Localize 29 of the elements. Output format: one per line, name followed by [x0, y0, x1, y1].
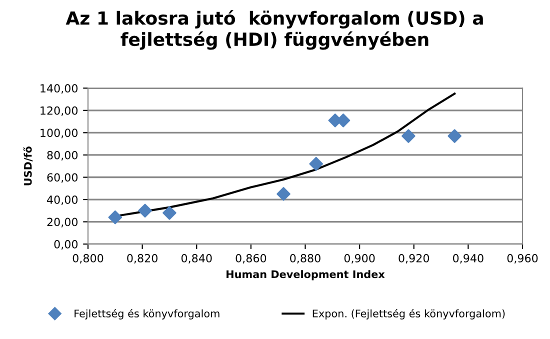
x-tick-label: 0,860 — [236, 254, 266, 264]
x-tick-label: 0,800 — [72, 254, 104, 264]
point — [108, 210, 122, 224]
y-tick-label: 0,00 — [54, 240, 78, 250]
y-tick-label: 80,00 — [47, 150, 78, 160]
x-tick-label: 0,920 — [398, 254, 430, 264]
point — [402, 129, 416, 143]
point — [162, 206, 176, 220]
x-tick-label: 0,940 — [453, 254, 484, 264]
y-tick-label: 20,00 — [47, 218, 78, 228]
legend-label: Fejlettség és könyvforgalom — [74, 308, 220, 320]
y-axis-title: USD/fő — [23, 146, 33, 186]
x-tick-label: 0,900 — [344, 254, 375, 264]
x-tick-label: 0,880 — [290, 254, 320, 264]
y-tick-label: 40,00 — [47, 196, 78, 206]
point — [138, 204, 152, 218]
y-tick-label: 60,00 — [47, 173, 78, 183]
y-tick-label: 120,00 — [40, 106, 78, 116]
x-axis-title: Human Development Index — [226, 270, 385, 280]
x-tick-label: 0,840 — [181, 254, 212, 264]
x-tick-label: 0,820 — [127, 254, 158, 264]
y-tick-label: 140,00 — [40, 84, 78, 94]
y-tick-label: 100,00 — [40, 128, 78, 138]
point — [309, 156, 324, 171]
point — [448, 129, 462, 143]
x-tick-label: 0,960 — [507, 254, 538, 264]
point — [276, 187, 290, 201]
legend-label: Expon. (Fejlettség és könyvforgalom) — [312, 308, 505, 320]
chart-title: Az 1 lakosra jutó könyvforgalom (USD) a fejlettség (HDI) függvényében — [66, 10, 483, 50]
